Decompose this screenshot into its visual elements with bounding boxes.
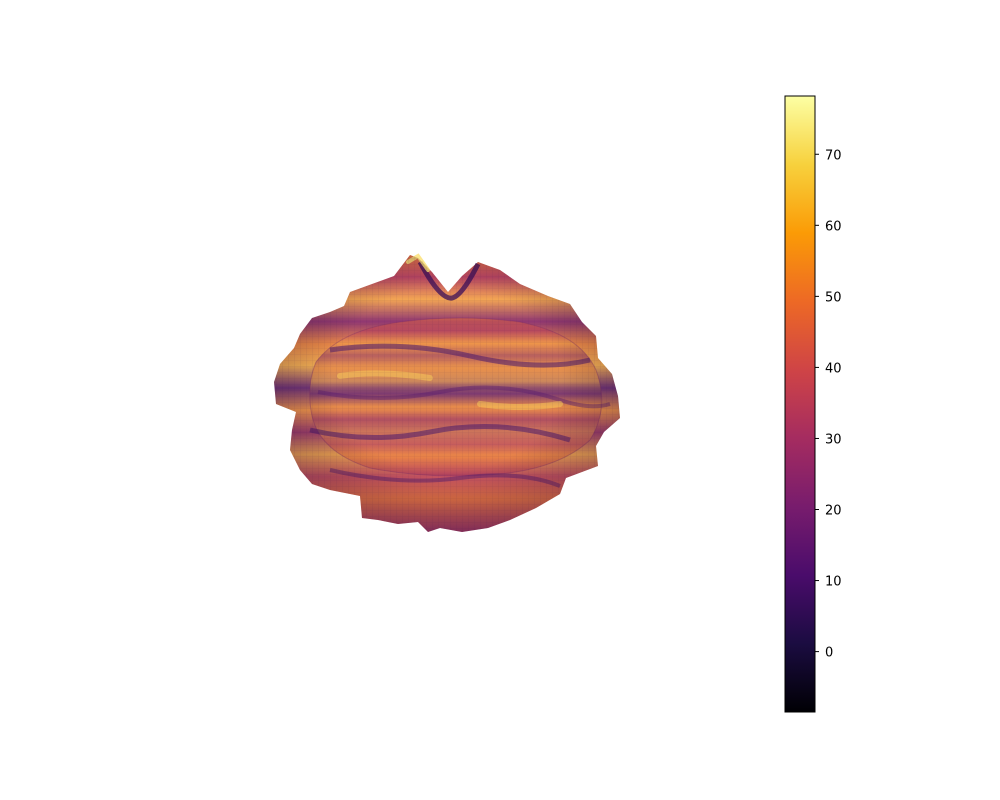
- colorbar-tick-label: 60: [825, 219, 842, 234]
- colorbar-tick-label: 0: [825, 646, 833, 661]
- colorbar-outline: [784, 95, 816, 713]
- colorbar-tick-label: 70: [825, 148, 842, 163]
- colorbar: 0 10 20 30 40 50 60 70: [784, 95, 842, 713]
- colorbar-tick-label: 30: [825, 432, 842, 447]
- colorbar-tick-label: 40: [825, 361, 842, 376]
- surface-3d-plot: [274, 253, 620, 532]
- colorbar-tick-label: 10: [825, 575, 842, 590]
- surface-shading-overlay: [274, 255, 620, 532]
- colorbar-tick-label: 20: [825, 504, 842, 519]
- colorbar-tick-label: 50: [825, 290, 842, 305]
- colorbar-gradient: [785, 96, 815, 712]
